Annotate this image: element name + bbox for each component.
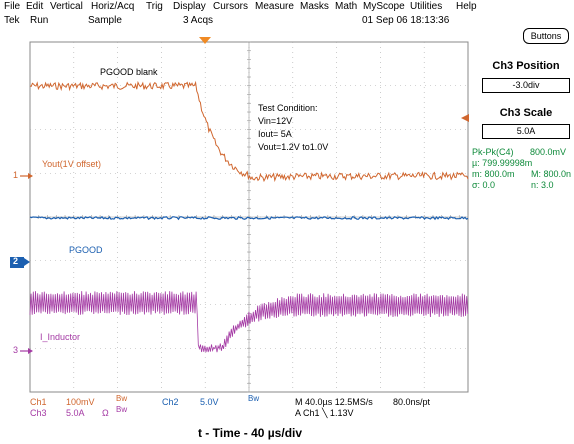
test-condition-line-1: Test Condition: xyxy=(258,103,318,113)
meas-count: n: 3.0 xyxy=(531,180,554,190)
test-condition-line-2: Vin=12V xyxy=(258,116,293,126)
status-bar: Tek Run Sample 3 Acqs 01 Sep 06 18:13:36 xyxy=(0,14,574,28)
inductor-label: I_Inductor xyxy=(40,332,81,342)
ch1-marker-label: 1 xyxy=(13,170,19,180)
ch2-ground-marker[interactable] xyxy=(10,257,24,268)
menu-masks[interactable]: Masks xyxy=(300,1,329,12)
pgood-blank-annotation: PGOOD blank xyxy=(100,67,158,77)
acq-mode: Sample xyxy=(88,15,122,26)
ch2-readout-name[interactable]: Ch2 xyxy=(162,397,179,407)
pgood-trace xyxy=(29,215,469,221)
menu-help[interactable]: Help xyxy=(456,1,477,12)
meas-min: m: 800.0m xyxy=(472,169,515,179)
vout-label: Yout(1V offset) xyxy=(42,159,102,169)
ch1-ground-marker[interactable] xyxy=(28,173,33,179)
ch3-position-title: Ch3 Position xyxy=(492,60,560,72)
menu-file[interactable]: File xyxy=(4,1,21,12)
buttons-toggle-button[interactable]: Buttons xyxy=(523,28,569,44)
menu-edit[interactable]: Edit xyxy=(26,1,44,12)
ch3-ground-marker[interactable] xyxy=(28,348,33,354)
pgood-label: PGOOD xyxy=(69,245,103,255)
ch3-scale-field[interactable]: 5.0A xyxy=(482,124,570,139)
test-condition-line-4: Vout=1.2V to1.0V xyxy=(258,142,329,152)
ch2-bw-label: Bw xyxy=(248,394,260,403)
menu-trig[interactable]: Trig xyxy=(146,1,163,12)
time-axis-caption: t - Time - 40 µs/div xyxy=(197,426,303,440)
vout-trace xyxy=(29,80,469,183)
meas-sigma: σ: 0.0 xyxy=(472,180,496,190)
menu-math[interactable]: Math xyxy=(335,1,358,12)
timebase-readout[interactable]: M 40.0µs 12.5MS/s xyxy=(295,397,373,407)
meas-mean: µ: 799.99998m xyxy=(472,158,533,168)
ch1-readout-scale: 100mV xyxy=(66,397,95,407)
ch3-marker-label: 3 xyxy=(13,345,19,355)
inductor-current-trace xyxy=(29,291,469,353)
menu-display[interactable]: Display xyxy=(173,1,206,12)
test-condition-line-3: Iout= 5A xyxy=(258,129,292,139)
menu-cursors[interactable]: Cursors xyxy=(213,1,249,12)
ch3-position-field[interactable]: -3.0div xyxy=(482,78,570,93)
datetime: 01 Sep 06 18:13:36 xyxy=(362,15,450,26)
meas-pkpk-label: Pk-Pk(C4) xyxy=(472,147,514,157)
run-state[interactable]: Run xyxy=(30,15,49,26)
ch3-readout-name[interactable]: Ch3 xyxy=(30,408,47,418)
ch1-bw-label: Bw xyxy=(116,394,128,403)
menu-utilities[interactable]: Utilities xyxy=(410,1,443,12)
ch1-readout-name[interactable]: Ch1 xyxy=(30,397,47,407)
acq-count: 3 Acqs xyxy=(183,15,214,26)
menu-measure[interactable]: Measure xyxy=(255,1,294,12)
menu-myscope[interactable]: MyScope xyxy=(363,1,405,12)
ch3-bw-label: Bw xyxy=(116,405,128,414)
ch3-ohm-label: Ω xyxy=(102,408,109,418)
trigger-position-marker[interactable] xyxy=(199,37,211,44)
menu-vertical[interactable]: Vertical xyxy=(50,1,83,12)
ch2-readout-scale: 5.0V xyxy=(200,397,219,407)
trigger-readout[interactable]: A Ch1 ╲ 1.13V xyxy=(295,408,354,418)
menu-bar: File Edit Vertical Horiz/Acq Trig Displa… xyxy=(0,0,574,14)
brand-label: Tek xyxy=(4,15,20,26)
record-readout: 80.0ns/pt xyxy=(393,397,431,407)
ch3-readout-scale: 5.0A xyxy=(66,408,85,418)
meas-max: M: 800.0n xyxy=(531,169,572,179)
ch2-marker-label: 2 xyxy=(13,256,19,266)
ch3-scale-title: Ch3 Scale xyxy=(499,107,553,119)
meas-pkpk-value: 800.0mV xyxy=(530,147,567,157)
trigger-level-marker[interactable] xyxy=(461,114,469,122)
menu-horiz-acq[interactable]: Horiz/Acq xyxy=(91,1,135,12)
